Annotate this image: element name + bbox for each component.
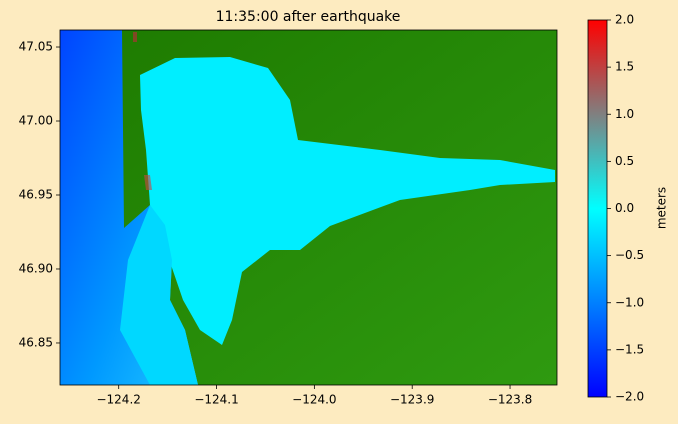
chart-title: 11:35:00 after earthquake <box>216 9 401 25</box>
y-tick-label: 46.85 <box>19 335 53 349</box>
colorbar-tick-label: 1.5 <box>615 60 634 74</box>
colorbar-tick-label: 2.0 <box>615 13 634 27</box>
colorbar-tick-label: −1.0 <box>615 295 644 309</box>
colorbar-tick-label: 0.5 <box>615 154 634 168</box>
x-tick-label: −124.2 <box>96 393 140 407</box>
map-raster <box>60 30 557 385</box>
y-tick-label: 47.00 <box>19 114 53 128</box>
x-tick-label: −124.0 <box>292 393 336 407</box>
colorbar <box>587 19 608 398</box>
colorbar-tick-label: −0.5 <box>615 248 644 262</box>
y-tick-label: 47.05 <box>19 40 53 54</box>
x-tick-label: −123.8 <box>488 393 532 407</box>
x-tick-label: −124.1 <box>194 393 238 407</box>
y-tick-label: 46.95 <box>19 187 53 201</box>
colorbar-tick-label: −1.5 <box>615 342 644 356</box>
axes-frame <box>59 29 558 386</box>
colorbar-tick-label: 1.0 <box>615 107 634 121</box>
colorbar-tick-label: 0.0 <box>615 201 634 215</box>
y-tick-label: 46.90 <box>19 261 53 275</box>
colorbar-tick-label: −2.0 <box>615 390 644 404</box>
x-tick-label: −123.9 <box>390 393 434 407</box>
colorbar-label: meters <box>655 187 669 229</box>
